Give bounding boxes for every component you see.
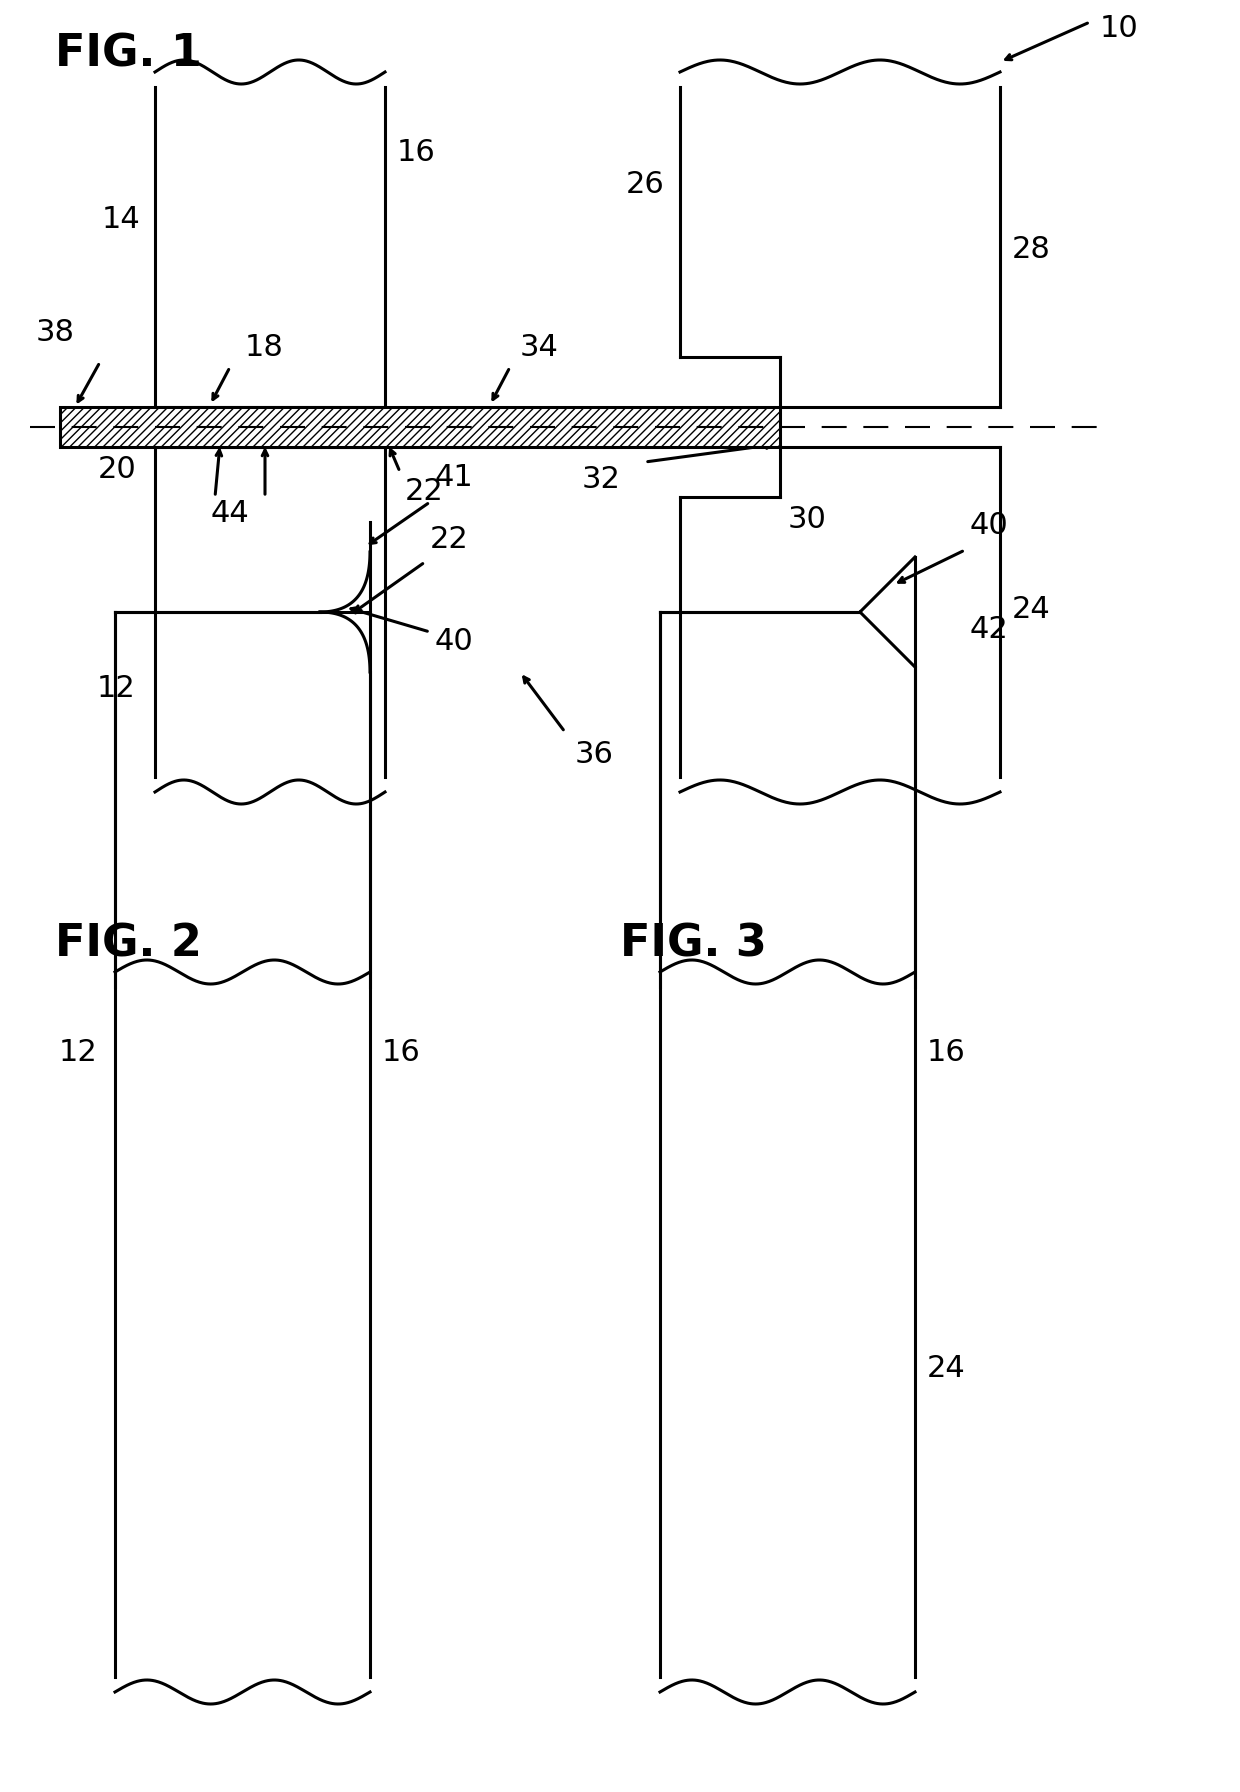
Bar — [155, 446, 384, 792]
Text: 32: 32 — [582, 464, 620, 495]
Text: 36: 36 — [575, 740, 614, 769]
Text: 24: 24 — [928, 1353, 966, 1382]
Text: 40: 40 — [435, 627, 474, 656]
Text: 22: 22 — [430, 525, 469, 554]
Text: 10: 10 — [1100, 14, 1138, 43]
Bar — [660, 613, 915, 971]
Bar — [60, 407, 780, 446]
Text: 38: 38 — [36, 317, 74, 348]
Text: 24: 24 — [1012, 595, 1050, 624]
Text: 14: 14 — [102, 204, 140, 235]
Text: 18: 18 — [246, 333, 284, 362]
Bar — [115, 613, 370, 1692]
Text: 12: 12 — [58, 1038, 97, 1066]
Text: 16: 16 — [928, 1038, 966, 1066]
Bar — [660, 613, 915, 1692]
Text: 42: 42 — [970, 615, 1009, 643]
Bar — [680, 72, 999, 357]
Text: 16: 16 — [382, 1038, 420, 1066]
Text: FIG. 1: FIG. 1 — [55, 32, 202, 75]
Bar — [115, 613, 370, 971]
Text: 41: 41 — [435, 462, 474, 493]
Text: 22: 22 — [405, 477, 444, 505]
Bar — [680, 357, 780, 407]
Text: 12: 12 — [97, 674, 135, 702]
Text: 40: 40 — [970, 511, 1009, 539]
Text: 16: 16 — [397, 138, 435, 167]
Text: 26: 26 — [626, 170, 665, 199]
Text: 44: 44 — [211, 498, 249, 529]
Text: 34: 34 — [520, 333, 559, 362]
Text: 20: 20 — [98, 455, 136, 484]
Text: FIG. 3: FIG. 3 — [620, 923, 766, 966]
Bar — [680, 496, 999, 792]
Text: FIG. 2: FIG. 2 — [55, 923, 202, 966]
Bar — [155, 72, 384, 407]
Bar — [680, 446, 780, 496]
Text: 30: 30 — [787, 505, 827, 534]
Text: 28: 28 — [1012, 235, 1050, 263]
